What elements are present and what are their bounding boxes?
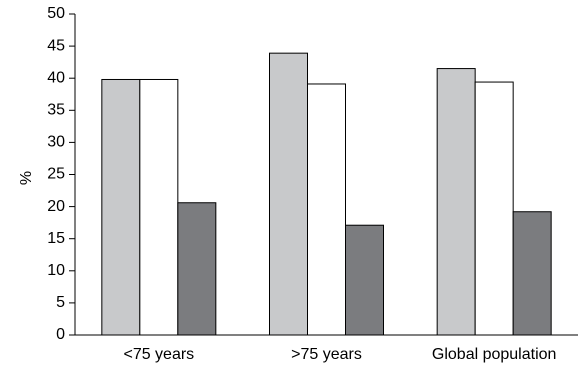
y-tick-label: 0 — [56, 326, 65, 343]
y-tick-label: 40 — [47, 69, 65, 86]
bar — [177, 202, 217, 336]
y-axis-title: % — [18, 171, 35, 185]
y-tick-label: 35 — [47, 102, 65, 119]
bar — [436, 68, 476, 336]
x-category-label: <75 years — [123, 346, 194, 363]
y-tick-label: 5 — [56, 294, 65, 311]
x-axis-labels: <75 years >75 years Global population — [123, 346, 556, 363]
y-tick-label: 45 — [47, 37, 65, 54]
bar — [269, 52, 308, 336]
y-tick-label: 25 — [47, 166, 65, 183]
y-tick-label: 50 — [47, 5, 65, 22]
y-tick-label: 10 — [47, 262, 65, 279]
y-tick-label: 30 — [47, 134, 65, 151]
bar — [512, 211, 552, 336]
bar — [139, 78, 179, 336]
bars — [101, 52, 552, 336]
y-axis-ticks: 0 5 10 15 20 25 30 35 40 45 50 — [47, 5, 75, 343]
x-category-label: Global population — [432, 346, 557, 363]
x-category-label: >75 years — [291, 346, 362, 363]
bar — [474, 81, 514, 336]
bar — [101, 78, 141, 336]
bar — [307, 83, 346, 336]
bar — [345, 224, 384, 336]
y-tick-label: 20 — [47, 198, 65, 215]
y-tick-label: 15 — [47, 230, 65, 247]
